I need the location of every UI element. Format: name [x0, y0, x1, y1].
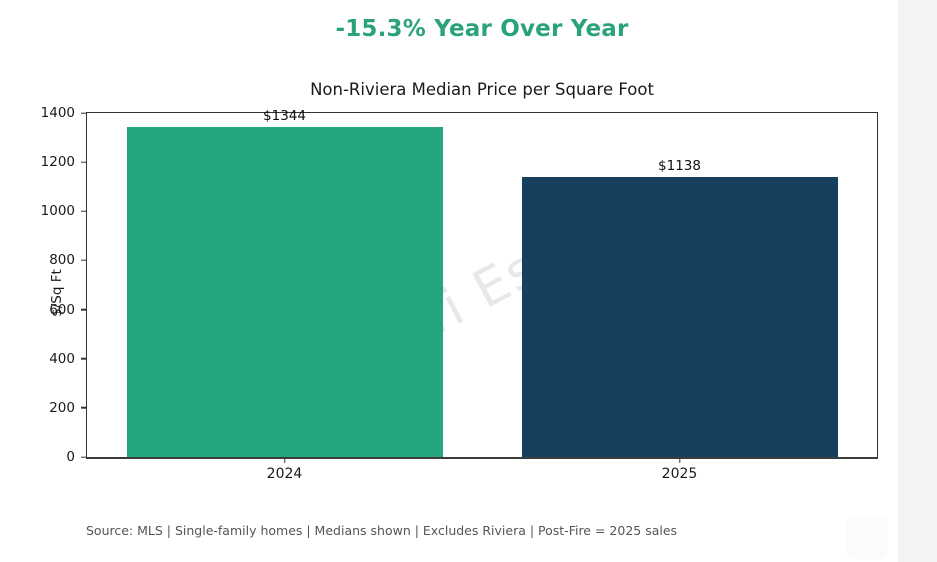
- y-tick-label: 600: [49, 301, 75, 318]
- x-tick-mark: [678, 457, 681, 463]
- y-tick-label: 1400: [40, 105, 75, 121]
- y-tick-label: 400: [49, 350, 75, 367]
- y-tick-mark: [81, 308, 87, 311]
- right-side-strip: [898, 0, 937, 562]
- y-tick-mark: [81, 161, 87, 163]
- bar-value-label: $1138: [658, 158, 701, 175]
- y-tick-label: 200: [49, 399, 75, 416]
- y-tick-mark: [81, 407, 87, 409]
- y-tick-mark: [81, 259, 87, 262]
- y-tick-label: 1200: [40, 154, 75, 171]
- x-tick-label: 2024: [266, 466, 303, 482]
- y-tick-mark: [81, 358, 87, 360]
- page-title: -15.3% Year Over Year: [335, 16, 629, 42]
- bar-value-label: $1344: [263, 107, 306, 124]
- y-tick-mark: [81, 456, 87, 458]
- bar-2025: [521, 177, 838, 457]
- source-note: Source: MLS | Single-family homes | Medi…: [86, 523, 678, 538]
- logo-watermark: [846, 517, 888, 559]
- bar-2024: [126, 126, 443, 457]
- y-tick-label: 0: [66, 449, 75, 465]
- y-tick-label: 1000: [40, 203, 75, 220]
- y-tick-mark: [81, 112, 87, 114]
- y-tick-label: 800: [49, 252, 75, 269]
- x-tick-label: 2025: [661, 466, 698, 482]
- plot-area: $/Sq Ft Amalfi Estates 0 200 400 600 800 1000…: [41, 105, 878, 482]
- x-tick-mark: [283, 457, 286, 463]
- y-tick-mark: [81, 210, 87, 212]
- chart-title: Non-Riviera Median Price per Square Foot: [310, 80, 654, 99]
